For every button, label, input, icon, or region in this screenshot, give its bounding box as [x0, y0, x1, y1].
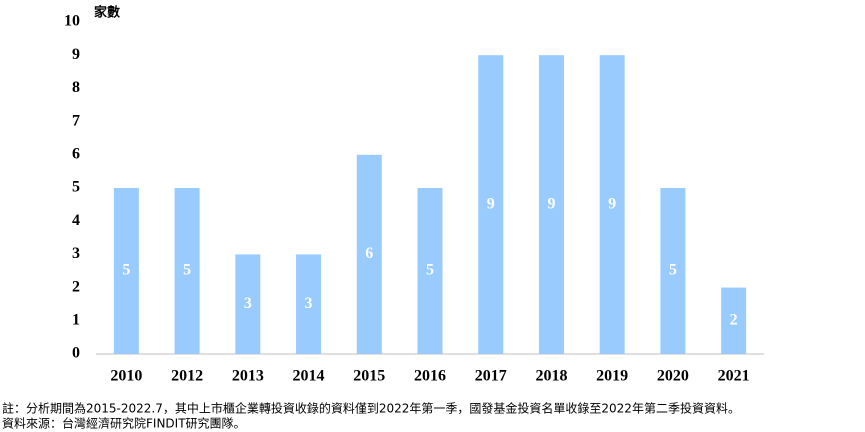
value-label: 3	[305, 295, 313, 312]
value-label: 5	[669, 262, 677, 279]
x-tick-label: 2021	[718, 368, 750, 385]
value-label: 2	[730, 311, 738, 328]
y-tick-label: 9	[72, 46, 80, 63]
x-tick-label: 2013	[232, 368, 264, 385]
bar	[235, 254, 261, 354]
note: 註：分析期間為2015-2022.7，其中上市櫃企業轉投資收錄的資料僅到2022…	[2, 401, 740, 416]
value-label: 3	[244, 295, 252, 312]
y-tick-label: 8	[72, 79, 80, 96]
x-tick-label: 2012	[171, 368, 203, 385]
x-tick-label: 2018	[535, 368, 567, 385]
bar	[721, 287, 747, 354]
bar	[417, 188, 443, 354]
y-tick-label: 6	[72, 145, 80, 162]
bar	[478, 55, 504, 354]
x-tick-label: 2014	[293, 368, 325, 385]
bar	[113, 188, 139, 354]
x-tick-label: 2020	[657, 368, 689, 385]
note: 資料來源：台灣經濟研究院FINDIT研究團隊。	[2, 416, 246, 431]
y-tick-label: 3	[72, 245, 80, 262]
value-label: 5	[183, 262, 191, 279]
y-tick-label: 10	[64, 13, 80, 30]
value-label: 5	[122, 262, 130, 279]
value-label: 5	[426, 262, 434, 279]
bar	[174, 188, 200, 354]
x-tick-label: 2015	[353, 368, 385, 385]
y-tick-label: 5	[72, 179, 80, 196]
bar	[356, 154, 382, 354]
value-label: 6	[365, 245, 373, 262]
bar	[599, 55, 625, 354]
x-tick-label: 2017	[475, 368, 507, 385]
y-axis-label: 家數	[94, 5, 120, 21]
x-tick-label: 2019	[596, 368, 628, 385]
y-tick-label: 7	[72, 112, 80, 129]
bar	[538, 55, 564, 354]
value-label: 9	[547, 195, 555, 212]
bar	[660, 188, 686, 354]
y-tick-label: 2	[72, 278, 80, 295]
y-tick-label: 4	[72, 212, 80, 229]
x-tick-label: 2016	[414, 368, 446, 385]
y-tick-label: 0	[72, 345, 80, 362]
value-label: 9	[487, 195, 495, 212]
value-label: 9	[608, 195, 616, 212]
x-tick-label: 2010	[110, 368, 142, 385]
bar	[296, 254, 322, 354]
y-tick-label: 1	[72, 311, 80, 328]
